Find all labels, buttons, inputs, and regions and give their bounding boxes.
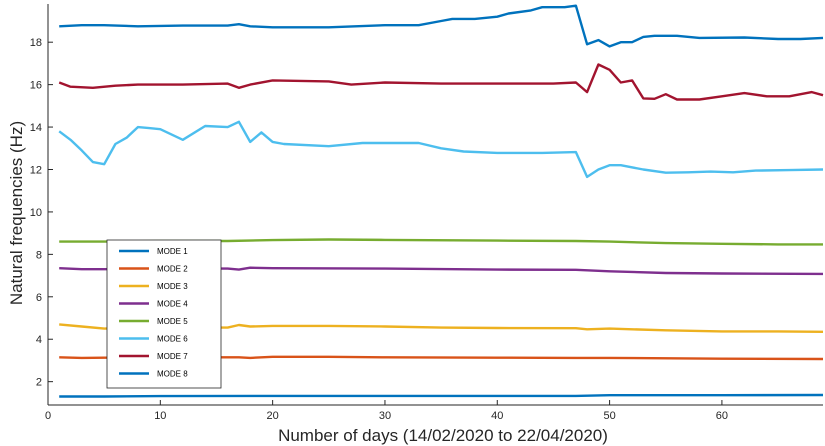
x-tick-label: 20: [267, 410, 279, 422]
y-tick-label: 6: [36, 292, 42, 304]
legend-label: MODE 4: [157, 300, 188, 309]
x-tick-label: 60: [716, 410, 728, 422]
y-tick-label: 10: [30, 207, 42, 219]
x-tick-label: 10: [154, 410, 166, 422]
series-line-mode-6: [58, 120, 824, 179]
plot-area: [47, 4, 823, 406]
y-tick-label: 18: [30, 37, 42, 49]
legend-label: MODE 8: [157, 370, 188, 379]
legend-label: MODE 1: [157, 247, 188, 256]
legend-box: [106, 239, 222, 389]
y-tick-label: 8: [36, 249, 42, 261]
x-axis: 0 10 20 30 40 50 60: [45, 400, 728, 422]
x-tick-label: 40: [491, 410, 503, 422]
y-tick-label: 4: [36, 334, 42, 346]
legend-label: MODE 6: [157, 335, 188, 344]
y-tick-label: 16: [30, 80, 42, 92]
y-axis: 2 4 6 8 10 12 14 16 18: [30, 37, 53, 389]
series-line-mode-1: [59, 393, 824, 398]
legend: MODE 1 MODE 2 MODE 3 MODE 4 MODE 5 MODE 6 MODE…: [106, 239, 222, 389]
legend-label: MODE 7: [157, 352, 188, 361]
series-line-mode-8: [59, 4, 824, 48]
y-tick-label: 14: [30, 122, 42, 134]
y-tick-label: 12: [30, 164, 42, 176]
legend-label: MODE 3: [157, 282, 188, 291]
x-tick-label: 50: [603, 410, 615, 422]
legend-label: MODE 2: [157, 265, 188, 274]
series-line-mode-7: [58, 63, 824, 101]
x-axis-title: Number of days (14/02/2020 to 22/04/2020…: [278, 426, 608, 445]
x-tick-label: 30: [379, 410, 391, 422]
y-tick-label: 2: [36, 377, 42, 389]
legend-label: MODE 5: [157, 317, 188, 326]
y-axis-title: Natural frequencies (Hz): [7, 121, 26, 305]
x-tick-label: 0: [45, 410, 51, 422]
